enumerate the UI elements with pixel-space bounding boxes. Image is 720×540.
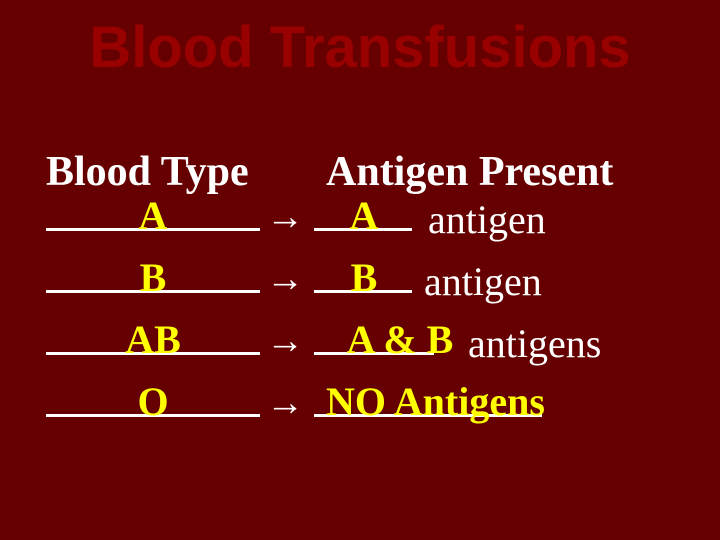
antigen-word: antigen (424, 258, 542, 305)
blood-type: O (46, 378, 260, 425)
antigen-letter: A & B (330, 316, 470, 363)
content-area: Blood Type Antigen Present A → A antigen… (46, 148, 700, 448)
no-antigens: NO Antigens (326, 378, 545, 425)
col-header-left: Blood Type (46, 148, 249, 196)
arrow-icon: → (266, 382, 304, 425)
col-header-right: Antigen Present (326, 148, 613, 196)
table-row: O → NO Antigens (46, 392, 700, 448)
slide-title: Blood Transfusions (0, 14, 720, 81)
blood-type: B (46, 254, 260, 301)
blood-type: AB (46, 316, 260, 363)
antigen-word: antigen (428, 196, 546, 243)
arrow-icon: → (266, 196, 304, 239)
arrow-icon: → (266, 320, 304, 363)
arrow-icon: → (266, 258, 304, 301)
antigen-letter: B (324, 254, 404, 301)
antigen-letter: A (324, 192, 404, 239)
antigen-word: antigens (468, 320, 601, 367)
blood-type: A (46, 192, 260, 239)
